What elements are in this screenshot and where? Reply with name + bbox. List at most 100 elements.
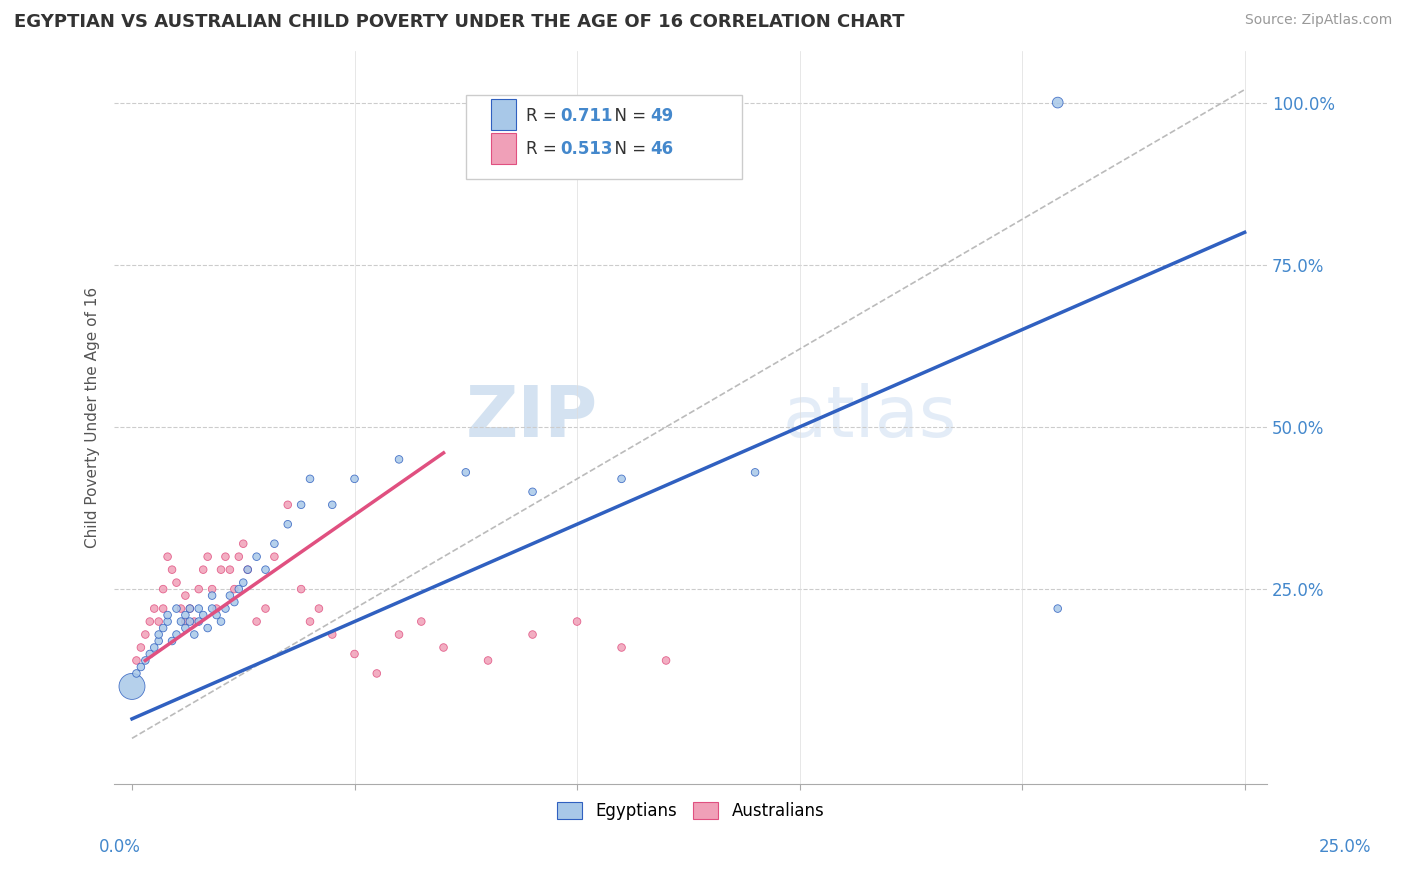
Point (125, 653, 148, 667)
Point (125, 666, 148, 681)
Point (298, 615, 321, 629)
Text: R =: R = (526, 106, 562, 125)
Point (170, 601, 193, 615)
Text: N =: N = (605, 106, 651, 125)
Point (148, 627, 170, 641)
Point (610, 472, 633, 486)
Point (166, 627, 188, 641)
Point (655, 653, 678, 667)
Point (236, 563, 259, 577)
Point (193, 563, 215, 577)
Point (166, 575, 188, 590)
Point (343, 472, 366, 486)
Point (152, 621, 174, 635)
Y-axis label: Child Poverty Under the Age of 16: Child Poverty Under the Age of 16 (86, 286, 100, 548)
Point (156, 608, 179, 623)
Point (454, 466, 477, 480)
Point (170, 615, 193, 629)
Point (156, 615, 179, 629)
Text: 25.0%: 25.0% (1319, 838, 1371, 856)
Text: 0.0%: 0.0% (98, 838, 141, 856)
Point (187, 601, 209, 615)
Point (477, 653, 499, 667)
Point (214, 601, 236, 615)
Point (205, 601, 228, 615)
Point (205, 608, 228, 623)
Point (263, 537, 285, 551)
Point (232, 575, 254, 590)
Text: EGYPTIAN VS AUSTRALIAN CHILD POVERTY UNDER THE AGE OF 16 CORRELATION CHART: EGYPTIAN VS AUSTRALIAN CHILD POVERTY UND… (14, 13, 904, 31)
Point (263, 549, 285, 564)
Point (321, 627, 343, 641)
FancyBboxPatch shape (465, 95, 742, 179)
Point (236, 563, 259, 577)
Point (214, 549, 236, 564)
Point (1046, 601, 1069, 615)
Point (143, 640, 166, 655)
Point (228, 549, 250, 564)
FancyBboxPatch shape (491, 133, 516, 163)
Text: 0.711: 0.711 (560, 106, 613, 125)
Text: ZIP: ZIP (465, 383, 599, 451)
Point (193, 608, 215, 623)
Point (187, 615, 209, 629)
Point (139, 647, 162, 661)
Point (152, 601, 174, 615)
Point (183, 627, 205, 641)
Point (308, 601, 330, 615)
Point (246, 615, 269, 629)
Point (232, 537, 254, 551)
Point (610, 640, 633, 655)
Point (219, 589, 242, 603)
Point (522, 627, 544, 641)
Point (134, 653, 156, 667)
Point (290, 498, 312, 512)
Point (139, 615, 162, 629)
Point (343, 647, 366, 661)
Point (254, 601, 277, 615)
Point (197, 549, 219, 564)
Point (432, 640, 454, 655)
Point (411, 615, 433, 629)
Text: 49: 49 (650, 106, 673, 125)
Point (565, 615, 588, 629)
Point (174, 589, 197, 603)
Point (321, 498, 343, 512)
Text: R =: R = (526, 140, 562, 158)
Text: N =: N = (605, 140, 651, 158)
Point (143, 601, 166, 615)
Point (290, 582, 312, 596)
Text: 46: 46 (650, 140, 673, 158)
Point (744, 466, 766, 480)
Point (277, 498, 299, 512)
Text: Source: ZipAtlas.com: Source: ZipAtlas.com (1244, 13, 1392, 28)
Point (160, 563, 183, 577)
Point (224, 595, 246, 609)
Point (201, 582, 224, 596)
Point (254, 563, 277, 577)
Point (298, 472, 321, 486)
Point (152, 582, 174, 596)
Point (148, 634, 170, 648)
Point (174, 615, 197, 629)
Point (388, 452, 411, 467)
Point (228, 582, 250, 596)
Point (366, 666, 388, 681)
Point (134, 627, 156, 641)
Point (179, 601, 201, 615)
Point (1046, 95, 1069, 110)
Point (187, 582, 209, 596)
Point (129, 640, 152, 655)
Point (209, 615, 232, 629)
Point (522, 484, 544, 499)
Point (201, 589, 224, 603)
Point (174, 608, 197, 623)
FancyBboxPatch shape (491, 99, 516, 130)
Point (121, 680, 143, 694)
Point (156, 549, 179, 564)
Point (183, 615, 205, 629)
Legend: Egyptians, Australians: Egyptians, Australians (550, 795, 831, 827)
Point (209, 563, 232, 577)
Point (174, 621, 197, 635)
Text: 0.513: 0.513 (560, 140, 613, 158)
